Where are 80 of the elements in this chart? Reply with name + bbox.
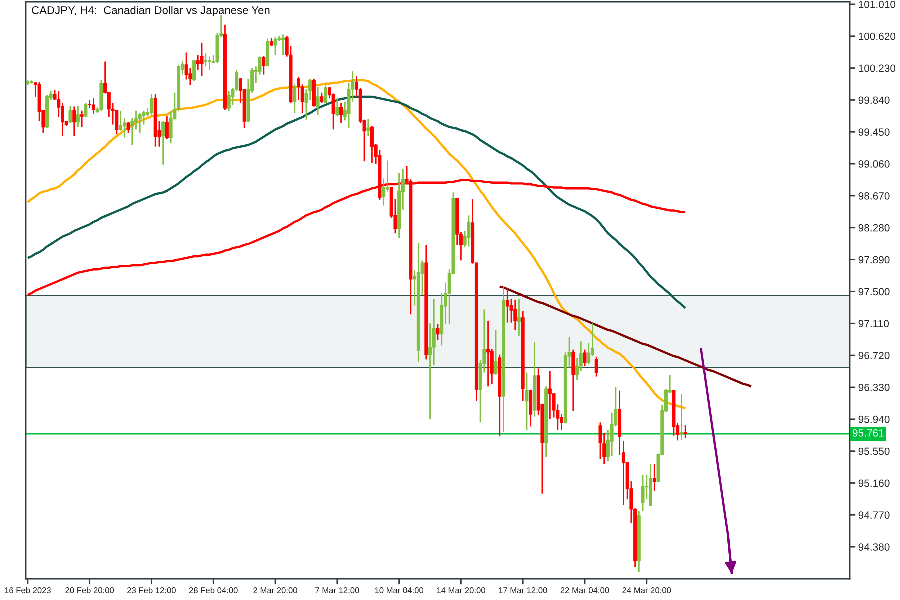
candlestick	[320, 92, 324, 104]
candlestick	[486, 320, 490, 388]
candlestick	[200, 42, 204, 78]
y-tick-label: 95.940	[858, 416, 890, 424]
candlestick	[514, 299, 518, 331]
y-tick-label: 99.840	[858, 96, 890, 104]
line-series	[26, 79, 687, 410]
x-tick-label: 10 Mar 04:00	[375, 588, 424, 594]
candlestick	[227, 90, 231, 112]
candlestick	[84, 102, 88, 118]
candlestick	[386, 160, 390, 193]
y-tick-label: 98.670	[858, 192, 890, 200]
line-series	[498, 286, 752, 388]
y-tick-label: 98.280	[858, 224, 890, 232]
candlestick	[336, 98, 340, 118]
y-tick-label: 96.330	[858, 384, 890, 392]
candlestick	[165, 116, 169, 140]
candlestick	[340, 102, 344, 124]
candlestick	[366, 118, 370, 137]
candlestick	[370, 126, 374, 164]
y-tick-label: 94.380	[858, 544, 890, 551]
y-tick-label: 101.010	[859, 0, 896, 8]
candlestick	[150, 94, 154, 116]
candlestick	[598, 422, 602, 460]
candlestick	[68, 105, 72, 124]
candlestick	[641, 474, 645, 512]
candlestick	[680, 393, 684, 441]
candlestick	[594, 356, 598, 378]
candlestick	[204, 52, 208, 68]
candlestick	[76, 105, 80, 128]
candlestick	[293, 84, 297, 114]
candlestick	[208, 56, 212, 71]
candlestick	[274, 36, 278, 56]
candlestick	[138, 112, 142, 134]
y-tick-label: 95.160	[858, 480, 890, 488]
y-tick-label: 97.890	[858, 256, 890, 264]
y-tick-label: 97.110	[858, 320, 890, 328]
x-tick-label: 28 Feb 04:00	[189, 587, 238, 594]
x-tick-label: 7 Mar 12:00	[316, 588, 360, 594]
candlestick	[506, 288, 510, 324]
candlestick	[162, 120, 166, 166]
x-tick-label: 22 Mar 04:00	[560, 588, 610, 594]
candlestick	[494, 330, 498, 376]
candlestick	[572, 349, 576, 412]
ref-line-label: 95.761	[852, 429, 884, 437]
x-tick-label: 2 Mar 20:00	[254, 588, 298, 594]
candlestick	[467, 214, 471, 248]
y-tick-label: 100.620	[859, 32, 896, 40]
x-tick-label: 14 Mar 20:00	[437, 588, 486, 594]
candlestick	[192, 59, 196, 82]
candlestick	[324, 84, 328, 104]
candlestick	[262, 55, 266, 76]
candlestick	[652, 464, 656, 492]
candlestick	[517, 298, 521, 337]
x-tick-label: 23 Feb 12:00	[128, 587, 176, 594]
y-tick-label: 95.550	[858, 448, 890, 456]
candlestick	[436, 324, 440, 341]
candlestick	[126, 122, 130, 134]
candlestick	[80, 110, 84, 128]
x-tick-label: 16 Feb 2023	[5, 587, 51, 594]
candlestick	[525, 372, 529, 431]
x-tick-label: 17 Mar 12:00	[499, 588, 548, 594]
y-tick-label: 96.720	[858, 352, 890, 360]
y-tick-label: 97.500	[858, 288, 890, 296]
candlestick	[316, 86, 320, 116]
candlestick	[72, 106, 76, 137]
chart-title: CADJPY, H4: Canadian Dollar vs Japanese Yen	[32, 6, 270, 17]
candlestick	[282, 34, 285, 56]
candlestick	[92, 98, 96, 115]
y-tick-label: 100.230	[859, 64, 896, 72]
candlestick	[196, 54, 200, 71]
candlestick	[684, 424, 688, 439]
y-tick-label: 99.450	[858, 128, 890, 136]
candlestick	[548, 370, 552, 420]
y-tick-label: 99.060	[858, 160, 890, 168]
line-series	[26, 96, 687, 310]
x-tick-label: 24 Mar 20:00	[622, 588, 672, 594]
candlestick	[529, 389, 533, 428]
y-tick-label: 94.770	[858, 512, 890, 520]
x-tick-label: 20 Feb 20:00	[66, 587, 114, 594]
